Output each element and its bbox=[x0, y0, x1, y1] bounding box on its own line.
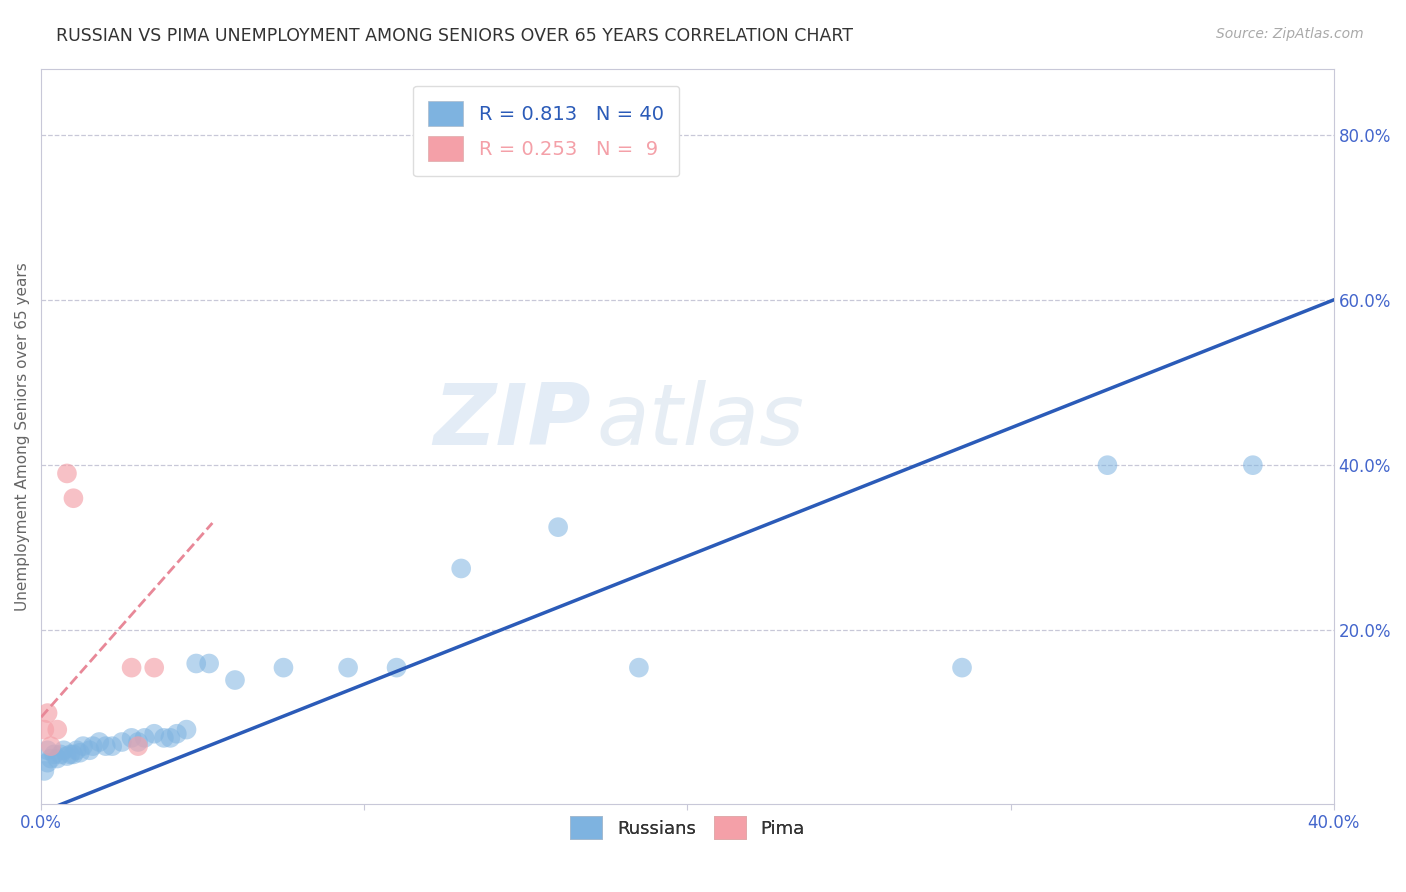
Point bbox=[627, 660, 650, 674]
Point bbox=[385, 660, 408, 674]
Point bbox=[49, 747, 72, 762]
Point bbox=[56, 749, 79, 764]
Point bbox=[1241, 458, 1264, 472]
Point bbox=[66, 743, 89, 757]
Point bbox=[111, 735, 134, 749]
Point bbox=[143, 727, 166, 741]
Text: Source: ZipAtlas.com: Source: ZipAtlas.com bbox=[1216, 27, 1364, 41]
Text: atlas: atlas bbox=[598, 380, 804, 463]
Point bbox=[186, 657, 208, 671]
Point bbox=[79, 743, 101, 757]
Point bbox=[69, 746, 91, 760]
Point bbox=[166, 727, 188, 741]
Point bbox=[121, 660, 143, 674]
Point bbox=[337, 660, 360, 674]
Point bbox=[153, 731, 176, 745]
Point bbox=[94, 739, 117, 753]
Point bbox=[82, 739, 104, 753]
Point bbox=[37, 706, 59, 720]
Legend: Russians, Pima: Russians, Pima bbox=[562, 809, 813, 847]
Point bbox=[59, 747, 82, 762]
Y-axis label: Unemployment Among Seniors over 65 years: Unemployment Among Seniors over 65 years bbox=[15, 262, 30, 611]
Point bbox=[134, 731, 156, 745]
Point bbox=[159, 731, 181, 745]
Point bbox=[56, 467, 79, 481]
Point bbox=[121, 731, 143, 745]
Point bbox=[37, 743, 59, 757]
Point bbox=[143, 660, 166, 674]
Point bbox=[450, 561, 472, 575]
Point bbox=[39, 739, 62, 753]
Point bbox=[1097, 458, 1119, 472]
Point bbox=[198, 657, 221, 671]
Point bbox=[34, 764, 56, 778]
Point bbox=[46, 723, 69, 737]
Point bbox=[37, 756, 59, 770]
Point bbox=[34, 723, 56, 737]
Point bbox=[176, 723, 198, 737]
Point bbox=[52, 743, 75, 757]
Point bbox=[72, 739, 94, 753]
Point bbox=[62, 747, 84, 762]
Text: RUSSIAN VS PIMA UNEMPLOYMENT AMONG SENIORS OVER 65 YEARS CORRELATION CHART: RUSSIAN VS PIMA UNEMPLOYMENT AMONG SENIO… bbox=[56, 27, 853, 45]
Point bbox=[224, 673, 246, 687]
Point bbox=[950, 660, 973, 674]
Point bbox=[89, 735, 111, 749]
Text: ZIP: ZIP bbox=[433, 380, 591, 463]
Point bbox=[127, 739, 149, 753]
Point bbox=[273, 660, 295, 674]
Point bbox=[62, 491, 84, 506]
Point bbox=[39, 751, 62, 765]
Point bbox=[547, 520, 569, 534]
Point bbox=[127, 735, 149, 749]
Point bbox=[101, 739, 124, 753]
Point bbox=[46, 751, 69, 765]
Point bbox=[42, 747, 65, 762]
